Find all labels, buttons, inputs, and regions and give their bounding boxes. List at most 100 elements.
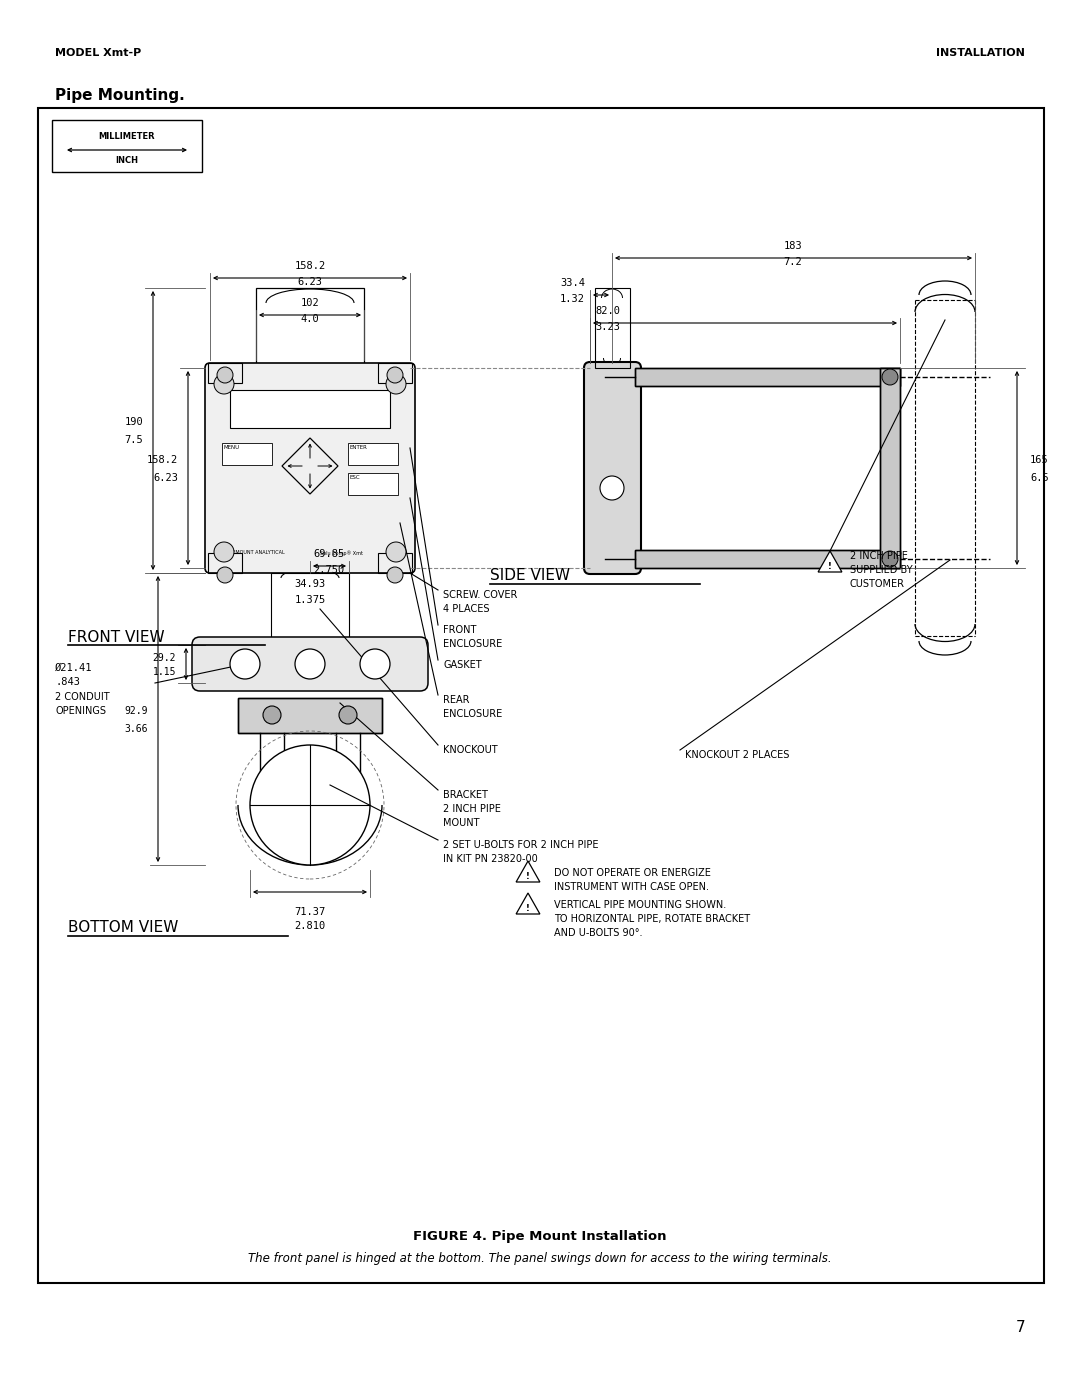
Bar <box>595 288 630 367</box>
Text: MENU: MENU <box>224 446 240 450</box>
Text: !: ! <box>526 904 530 912</box>
Text: 165: 165 <box>1030 455 1049 465</box>
Text: SCREW. COVER: SCREW. COVER <box>443 590 517 599</box>
Text: ESC: ESC <box>350 475 361 481</box>
Text: 190: 190 <box>124 416 143 427</box>
Bar <box>378 363 411 383</box>
Text: INSTALLATION: INSTALLATION <box>936 47 1025 59</box>
Text: 29.2: 29.2 <box>152 652 176 664</box>
Circle shape <box>214 374 234 394</box>
Circle shape <box>214 542 234 562</box>
Text: 6.23: 6.23 <box>153 474 178 483</box>
Text: 4.0: 4.0 <box>300 314 320 324</box>
Text: BOTTOM VIEW: BOTTOM VIEW <box>68 921 178 935</box>
Text: 1.15: 1.15 <box>152 666 176 678</box>
Circle shape <box>217 567 233 583</box>
Text: 2 INCH PIPE: 2 INCH PIPE <box>443 805 501 814</box>
Bar <box>256 288 364 367</box>
Bar <box>230 390 390 427</box>
Bar <box>348 443 399 465</box>
Text: INSTRUMENT WITH CASE OPEN.: INSTRUMENT WITH CASE OPEN. <box>554 882 708 893</box>
Text: MOUNT: MOUNT <box>443 819 480 828</box>
Text: 82.0: 82.0 <box>595 306 620 316</box>
Bar <box>222 443 272 465</box>
Text: MILLIMETER: MILLIMETER <box>98 131 156 141</box>
Bar <box>635 550 900 569</box>
Text: 158.2: 158.2 <box>295 261 326 271</box>
Text: 2 CONDUIT: 2 CONDUIT <box>55 692 110 703</box>
Circle shape <box>230 650 260 679</box>
Text: INCH: INCH <box>116 156 138 165</box>
Text: 33.4: 33.4 <box>561 278 585 288</box>
Text: REAR: REAR <box>443 694 470 705</box>
Polygon shape <box>516 893 540 914</box>
Text: Ø21.41: Ø21.41 <box>55 664 93 673</box>
Bar <box>208 363 242 383</box>
Bar <box>635 550 900 569</box>
Text: DO NOT OPERATE OR ENERGIZE: DO NOT OPERATE OR ENERGIZE <box>554 868 711 877</box>
Polygon shape <box>516 861 540 882</box>
Text: 1.375: 1.375 <box>295 595 326 605</box>
FancyBboxPatch shape <box>192 637 428 692</box>
Bar <box>208 553 242 573</box>
Text: 92.9: 92.9 <box>124 705 148 717</box>
Bar <box>348 474 399 495</box>
Circle shape <box>387 567 403 583</box>
Text: 7: 7 <box>1015 1320 1025 1336</box>
Circle shape <box>387 367 403 383</box>
Bar <box>635 367 900 386</box>
Text: FRONT: FRONT <box>443 624 476 636</box>
Text: !: ! <box>828 562 832 571</box>
Circle shape <box>249 745 370 865</box>
Text: 4 PLACES: 4 PLACES <box>443 604 489 615</box>
FancyBboxPatch shape <box>205 363 415 573</box>
Text: 1.32: 1.32 <box>561 293 585 305</box>
Text: SUPPLIED BY: SUPPLIED BY <box>850 564 913 576</box>
Text: 7.5: 7.5 <box>124 434 143 446</box>
Circle shape <box>360 650 390 679</box>
Text: 102: 102 <box>300 298 320 307</box>
Text: 2.750: 2.750 <box>313 564 345 576</box>
Bar <box>271 573 349 645</box>
Polygon shape <box>819 550 842 571</box>
Text: Solu Comp® Xmt: Solu Comp® Xmt <box>320 550 363 556</box>
Circle shape <box>217 367 233 383</box>
Bar <box>378 553 411 573</box>
Text: MODEL Xmt-P: MODEL Xmt-P <box>55 47 141 59</box>
Text: TO HORIZONTAL PIPE, ROTATE BRACKET: TO HORIZONTAL PIPE, ROTATE BRACKET <box>554 914 751 923</box>
Text: 2 INCH PIPE: 2 INCH PIPE <box>850 550 908 562</box>
Bar <box>880 367 900 569</box>
Text: CUSTOMER: CUSTOMER <box>850 578 905 590</box>
Circle shape <box>600 476 624 500</box>
Text: FIGURE 4. Pipe Mount Installation: FIGURE 4. Pipe Mount Installation <box>414 1229 666 1243</box>
Text: VERTICAL PIPE MOUNTING SHOWN.: VERTICAL PIPE MOUNTING SHOWN. <box>554 900 726 909</box>
Text: 6.5: 6.5 <box>1030 474 1049 483</box>
Text: IN KIT PN 23820-00: IN KIT PN 23820-00 <box>443 854 538 863</box>
Text: 158.2: 158.2 <box>147 455 178 465</box>
FancyBboxPatch shape <box>584 362 642 574</box>
Text: 7.2: 7.2 <box>784 257 802 267</box>
Circle shape <box>339 705 357 724</box>
Text: ROSEMOUNT ANALYTICAL: ROSEMOUNT ANALYTICAL <box>222 550 285 555</box>
Text: 34.93: 34.93 <box>295 578 326 590</box>
Circle shape <box>386 374 406 394</box>
Text: 183: 183 <box>784 242 802 251</box>
Text: 3.66: 3.66 <box>124 724 148 733</box>
Bar <box>880 367 900 569</box>
Bar <box>38 108 1044 1282</box>
Bar <box>238 698 382 733</box>
Text: The front panel is hinged at the bottom. The panel swings down for access to the: The front panel is hinged at the bottom.… <box>248 1252 832 1266</box>
Bar <box>635 367 900 386</box>
Text: 6.23: 6.23 <box>297 277 323 286</box>
Bar <box>238 698 382 733</box>
Text: ENCLOSURE: ENCLOSURE <box>443 638 502 650</box>
Circle shape <box>882 369 897 386</box>
Text: 2 SET U-BOLTS FOR 2 INCH PIPE: 2 SET U-BOLTS FOR 2 INCH PIPE <box>443 840 598 849</box>
Text: KNOCKOUT 2 PLACES: KNOCKOUT 2 PLACES <box>685 750 789 760</box>
Text: .843: .843 <box>55 678 80 687</box>
Circle shape <box>295 650 325 679</box>
Text: Pipe Mounting.: Pipe Mounting. <box>55 88 185 103</box>
Text: 71.37: 71.37 <box>295 907 326 916</box>
Text: SIDE VIEW: SIDE VIEW <box>490 569 570 583</box>
Circle shape <box>264 705 281 724</box>
